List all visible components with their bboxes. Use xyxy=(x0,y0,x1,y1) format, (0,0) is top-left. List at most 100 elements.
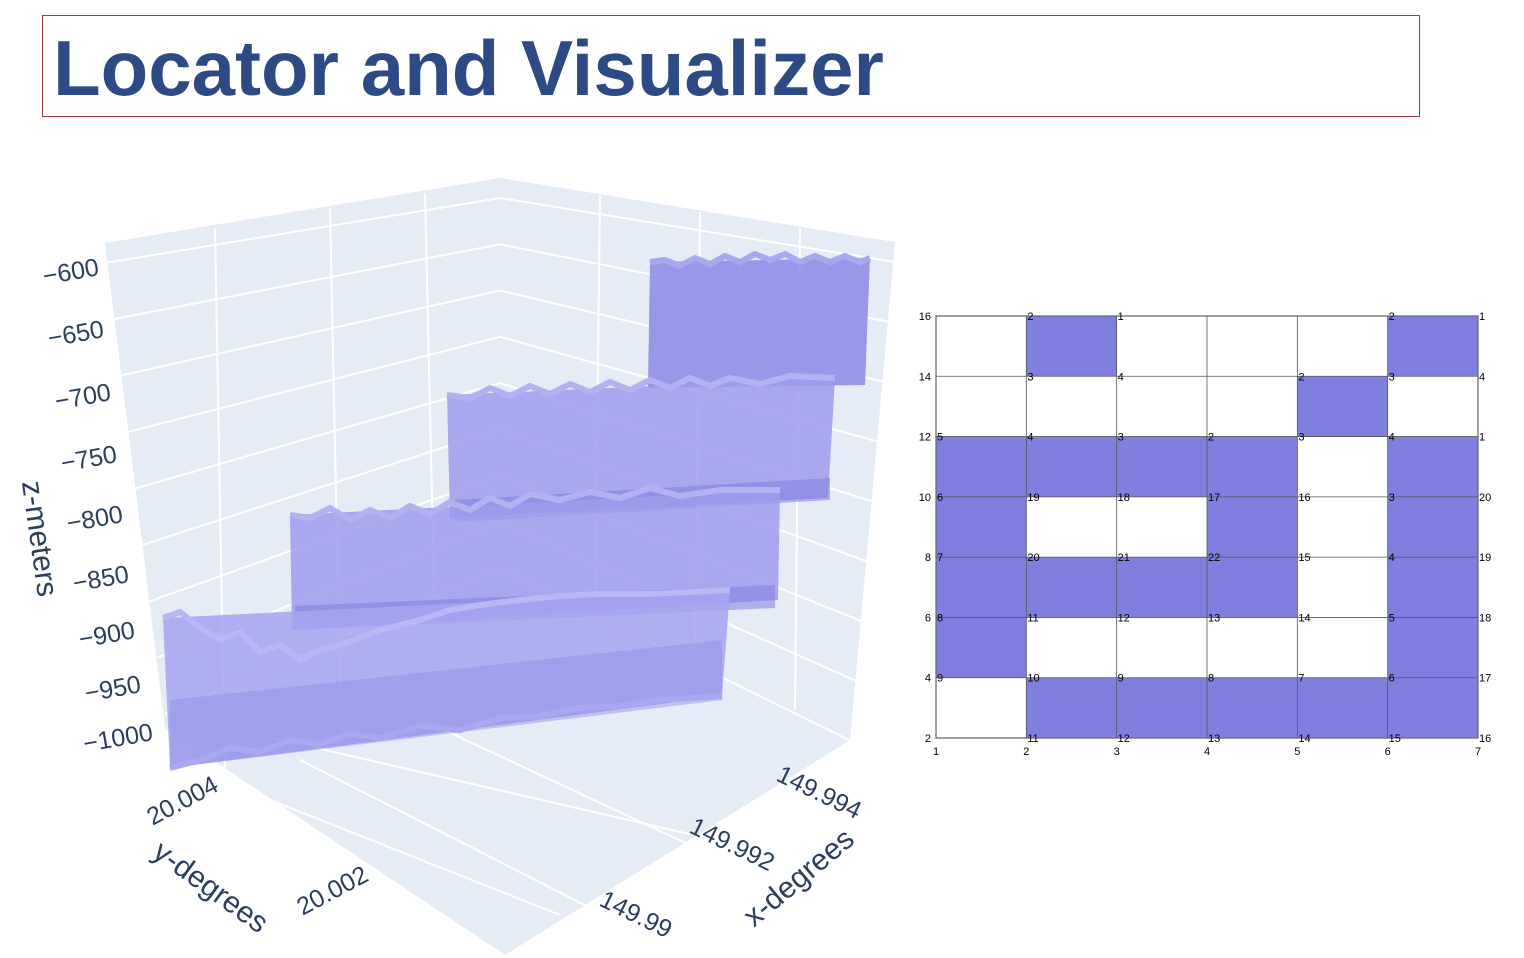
vertex-label: 18 xyxy=(1479,612,1491,624)
grid-cell xyxy=(1387,617,1478,678)
y-tick-label: 8 xyxy=(925,552,931,564)
floor-gridline xyxy=(299,759,611,919)
grid-cell xyxy=(1026,677,1117,738)
slab-bottom xyxy=(162,587,731,771)
x-tick-label: 3 xyxy=(1114,746,1120,758)
z-tick-label: −900 xyxy=(77,616,137,653)
vertex-label: 20 xyxy=(1479,492,1491,504)
vertex-label: 3 xyxy=(1389,492,1395,504)
grid-cell xyxy=(1297,677,1388,738)
grid-cell xyxy=(1116,557,1207,618)
grid-cell xyxy=(1207,677,1298,738)
z-tick-label: −750 xyxy=(59,440,119,477)
vertex-label: 5 xyxy=(937,432,943,444)
grid-cell xyxy=(1297,376,1388,437)
grid-cell xyxy=(1387,436,1478,497)
x-tick-label: 1 xyxy=(933,746,939,758)
z-tick-label: −950 xyxy=(83,670,143,707)
vertex-label: 2 xyxy=(1027,311,1033,323)
grid-cell xyxy=(936,617,1027,678)
vertex-label: 4 xyxy=(1479,371,1485,383)
vertex-label: 18 xyxy=(1118,492,1130,504)
y-tick-label: 10 xyxy=(919,492,931,504)
grid-cell xyxy=(1387,496,1478,558)
grid-cell xyxy=(1026,436,1117,497)
z-tick-label: −1000 xyxy=(81,718,155,758)
floor-gridline xyxy=(259,734,716,841)
vertex-label: 3 xyxy=(1389,371,1395,383)
vertex-label: 1 xyxy=(1479,311,1485,323)
z-tick-label: −650 xyxy=(46,315,106,352)
y-tick-label: 12 xyxy=(919,432,931,444)
vertex-label: 1 xyxy=(1479,432,1485,444)
grid-cell xyxy=(1116,436,1207,497)
y-tick-label: 6 xyxy=(925,612,931,624)
grid-cell xyxy=(1207,436,1298,497)
vertex-label: 7 xyxy=(1298,673,1304,685)
y-tick-label: 14 xyxy=(919,371,931,383)
vertex-label: 1 xyxy=(1118,311,1124,323)
vertex-label: 22 xyxy=(1208,552,1220,564)
title-box: Locator and Visualizer xyxy=(42,15,1420,117)
vertex-label: 4 xyxy=(1389,552,1395,564)
vertex-label: 5 xyxy=(1389,612,1395,624)
vertex-label: 13 xyxy=(1208,612,1220,624)
x-tick-label: 4 xyxy=(1204,746,1210,758)
y-tick-label: 20.004 xyxy=(142,771,223,832)
x-tick-label: 149.992 xyxy=(685,812,779,877)
grid-cell xyxy=(1387,677,1478,738)
x-tick-label: 2 xyxy=(1023,746,1029,758)
slab-top xyxy=(648,250,872,388)
z-tick-label: −600 xyxy=(41,253,101,290)
y-tick-label: 4 xyxy=(925,673,931,685)
vertex-label: 10 xyxy=(1027,673,1039,685)
grid-cell xyxy=(1026,557,1117,618)
vertex-label: 16 xyxy=(1479,733,1491,745)
grid-cell xyxy=(1116,677,1207,738)
vertex-label: 21 xyxy=(1118,552,1130,564)
grid-cell xyxy=(1387,316,1478,377)
page-title: Locator and Visualizer xyxy=(53,24,884,112)
vertex-label: 4 xyxy=(1027,432,1033,444)
x-tick-label: 5 xyxy=(1294,746,1300,758)
vertex-label: 17 xyxy=(1208,492,1220,504)
grid-cell xyxy=(1387,557,1478,618)
grid-cell xyxy=(1207,557,1298,618)
x-axis-title: x-degrees xyxy=(737,822,860,933)
vertex-label: 3 xyxy=(1118,432,1124,444)
vertex-label: 7 xyxy=(937,552,943,564)
vertex-label: 19 xyxy=(1027,492,1039,504)
vertex-label: 4 xyxy=(1118,371,1124,383)
vertex-label: 15 xyxy=(1298,552,1310,564)
vertex-label: 3 xyxy=(1027,371,1033,383)
vertex-label: 9 xyxy=(937,673,943,685)
vertex-label: 2 xyxy=(1298,371,1304,383)
vertex-label: 4 xyxy=(1389,432,1395,444)
vertex-label: 14 xyxy=(1298,612,1310,624)
y-tick-label: 16 xyxy=(919,311,931,323)
z-gridline xyxy=(104,196,896,264)
y-axis-title: y-degrees xyxy=(147,835,274,940)
grid-cell xyxy=(1026,316,1117,377)
x-tick-label: 6 xyxy=(1385,746,1391,758)
vertex-label: 12 xyxy=(1118,733,1130,745)
z-tick-label: −700 xyxy=(53,378,113,415)
grid-cell xyxy=(1207,496,1298,558)
grid-cell xyxy=(936,496,1027,558)
y-tick-label: 2 xyxy=(925,733,931,745)
z-tick-label: −850 xyxy=(71,560,131,597)
vertex-label: 2 xyxy=(1389,311,1395,323)
vertex-label: 8 xyxy=(1208,673,1214,685)
vertex-label: 20 xyxy=(1027,552,1039,564)
z-tick-label: −800 xyxy=(65,500,125,537)
vertex-label: 19 xyxy=(1479,552,1491,564)
vertex-label: 17 xyxy=(1479,673,1491,685)
vertex-label: 9 xyxy=(1118,673,1124,685)
vertex-label: 2 xyxy=(1208,432,1214,444)
3d-plot[interactable]: −600 −650 −700 −750 −800 −850 −900 −950 −1000 20… xyxy=(0,150,910,958)
vertex-label: 6 xyxy=(937,492,943,504)
z-axis-title: z-meters xyxy=(15,479,64,599)
grid-cell xyxy=(936,436,1027,497)
floor-gridline xyxy=(214,777,561,916)
